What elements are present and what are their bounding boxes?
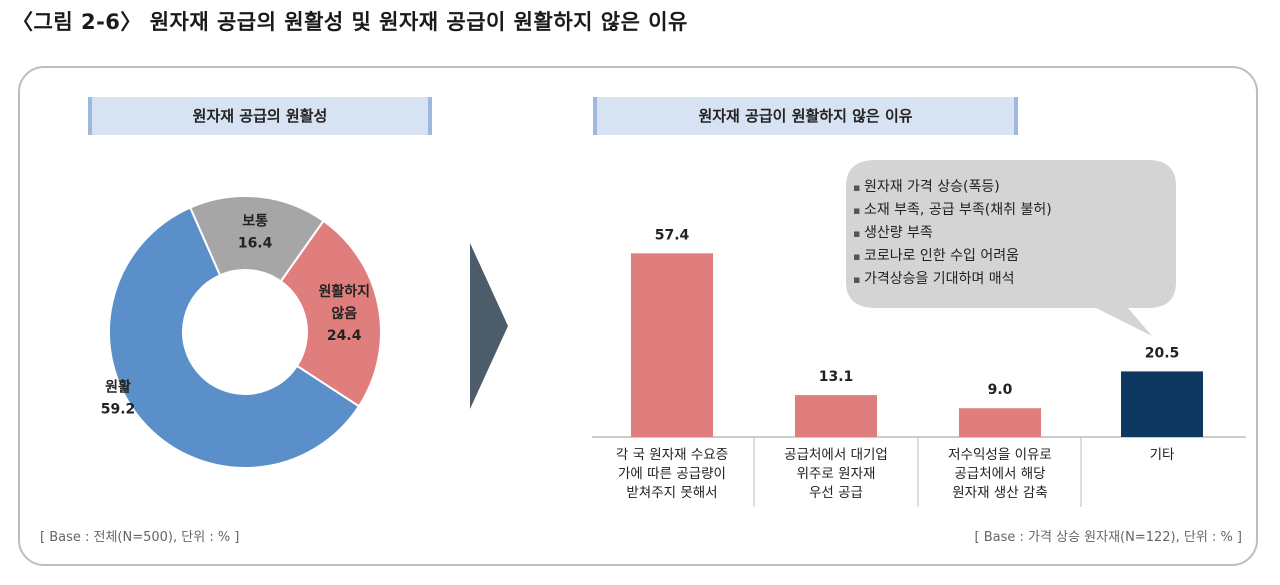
bar: [1121, 371, 1203, 437]
bar: [959, 408, 1041, 437]
arrow-chevron-icon: [470, 243, 508, 409]
donut-value-label: 59.2: [101, 401, 136, 417]
callout-list: 원자재 가격 상승(폭등) 소재 부족, 공급 부족(채취 불허) 생산량 부족…: [853, 176, 1052, 291]
category-label: 각 국 원자재 수요증: [616, 447, 728, 463]
category-label: 위주로 원자재: [797, 466, 876, 482]
left-panel-title: 원자재 공급의 원활성: [88, 97, 432, 135]
category-label: 가에 따른 공급량이: [618, 466, 726, 482]
category-label: 원자재 생산 감축: [952, 485, 1048, 501]
figure-title: 〈그림 2-6〉 원자재 공급의 원활성 및 원자재 공급이 원활하지 않은 이…: [12, 10, 688, 34]
callout-item: 소재 부족, 공급 부족(채취 불허): [853, 199, 1052, 222]
donut-slice: [108, 206, 361, 469]
category-label: 기타: [1150, 447, 1175, 463]
donut-category-label: 않음: [331, 305, 357, 322]
donut-value-label: 24.4: [327, 328, 362, 344]
donut-slice: [279, 219, 382, 408]
bar: [631, 253, 713, 437]
category-label: 공급처에서 대기업: [784, 447, 888, 463]
category-label: 받쳐주지 못해서: [626, 485, 717, 501]
donut-slice: [188, 195, 325, 283]
bar-value-label: 13.1: [819, 369, 854, 385]
right-panel-title: 원자재 공급이 원활하지 않은 이유: [593, 97, 1018, 135]
bar-value-label: 57.4: [655, 227, 690, 243]
callout-item: 원자재 가격 상승(폭등): [853, 176, 1052, 199]
right-base-note: [ Base : 가격 상승 원자재(N=122), 단위 : % ]: [974, 530, 1242, 545]
category-label: 저수익성을 이유로: [948, 447, 1052, 463]
category-label: 공급처에서 해당: [954, 466, 1045, 482]
left-base-note: [ Base : 전체(N=500), 단위 : % ]: [40, 530, 240, 545]
callout-item: 생산량 부족: [853, 222, 1052, 245]
bar-value-label: 9.0: [988, 382, 1013, 398]
bar: [795, 395, 877, 437]
donut-category-label: 보통: [242, 214, 268, 230]
category-label: 우선 공급: [809, 485, 863, 501]
donut-value-label: 16.4: [238, 236, 273, 252]
donut-category-label: 원활하지: [318, 283, 370, 300]
callout-item: 코로나로 인한 수입 어려움: [853, 245, 1052, 268]
callout-item: 가격상승을 기대하며 매석: [853, 268, 1052, 291]
donut-category-label: 원활: [105, 378, 131, 395]
bar-value-label: 20.5: [1145, 345, 1180, 361]
